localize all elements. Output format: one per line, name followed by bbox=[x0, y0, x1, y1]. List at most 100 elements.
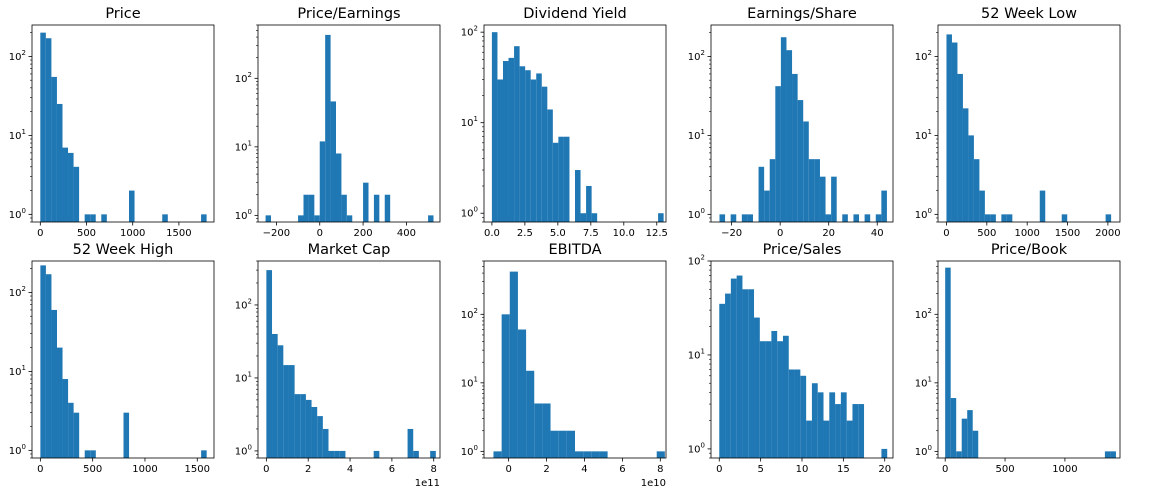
axes-frame bbox=[937, 24, 1121, 223]
histogram-bar bbox=[961, 418, 968, 458]
histogram-bar bbox=[336, 153, 342, 222]
histogram-bar bbox=[771, 330, 778, 458]
histogram-bar bbox=[586, 185, 592, 222]
histogram-bar bbox=[957, 73, 963, 222]
histogram-bar bbox=[1105, 214, 1112, 222]
y-tick-label: 100 bbox=[9, 207, 26, 221]
panel-title: 52 Week Low bbox=[981, 6, 1077, 22]
histogram-bar bbox=[201, 214, 207, 222]
histogram-bar bbox=[277, 345, 284, 458]
histogram-bar bbox=[842, 214, 848, 222]
histogram-bar bbox=[40, 265, 46, 458]
histogram-bar bbox=[881, 448, 888, 458]
histogram-panel: Dividend Yield 0.0 2.5 5.0 7.5 10.0 12.5 100 101… bbox=[461, 6, 668, 239]
x-offset-label: 1e10 bbox=[641, 478, 666, 489]
histogram-bar bbox=[73, 166, 80, 222]
y-tick-label: 100 bbox=[688, 207, 705, 221]
histogram-bar bbox=[575, 451, 584, 458]
histogram-bar bbox=[266, 270, 273, 458]
histogram-bar bbox=[303, 194, 309, 222]
histogram-bar bbox=[764, 190, 770, 222]
panel-title: Price/Book bbox=[991, 242, 1068, 258]
histogram-bar bbox=[51, 76, 57, 222]
histogram-bar bbox=[1006, 214, 1013, 222]
x-tick-label: 2 bbox=[543, 464, 549, 475]
histogram-bar bbox=[311, 406, 318, 458]
histogram-bar bbox=[341, 194, 347, 222]
y-tick-label: 100 bbox=[9, 443, 26, 457]
histogram-bar bbox=[777, 341, 783, 458]
histogram-bar bbox=[300, 394, 306, 458]
histogram-bar bbox=[502, 61, 509, 222]
x-tick-label: 4 bbox=[581, 464, 587, 475]
x-tick-label: 10.0 bbox=[613, 228, 635, 239]
histogram-bar bbox=[575, 170, 581, 222]
histogram-bar bbox=[283, 365, 289, 458]
axes-frame bbox=[937, 260, 1121, 459]
histogram-bar bbox=[314, 215, 320, 222]
x-tick-label: 15 bbox=[837, 464, 850, 475]
histogram-bar bbox=[90, 214, 96, 222]
histogram-bar bbox=[725, 293, 731, 458]
histogram-bar bbox=[814, 159, 820, 222]
histogram-bar bbox=[563, 136, 570, 222]
histogram-bar bbox=[806, 420, 812, 458]
histogram-bar bbox=[407, 428, 414, 458]
axes-frame bbox=[31, 24, 215, 223]
histogram-bar bbox=[550, 430, 559, 458]
histogram-bar bbox=[730, 278, 737, 458]
histogram-bar bbox=[583, 451, 592, 458]
histogram-bar bbox=[84, 450, 91, 458]
histogram-panel: 52 Week High 0 500 1000 1500 100 101 102 bbox=[9, 242, 215, 475]
histogram-bar bbox=[817, 392, 824, 458]
histogram-bar bbox=[972, 430, 979, 458]
y-tick-label: 100 bbox=[235, 443, 252, 457]
histogram-bar bbox=[501, 314, 510, 458]
histogram-bar bbox=[782, 335, 789, 458]
x-tick-label: 1000 bbox=[132, 464, 157, 475]
x-tick-label: 0 bbox=[716, 464, 722, 475]
panel-title: Dividend Yield bbox=[523, 6, 626, 22]
histogram-bar bbox=[68, 402, 74, 458]
y-tick-label: 101 bbox=[461, 375, 478, 389]
histogram-panel: EBITDA 0 2 4 6 8 100 101 102 1e10 bbox=[461, 242, 667, 489]
axes-frame bbox=[31, 260, 215, 459]
x-tick-label: 2 bbox=[305, 464, 311, 475]
y-tick-label: 102 bbox=[688, 49, 705, 63]
histogram-bar bbox=[1039, 190, 1046, 222]
histogram-bar bbox=[384, 194, 391, 222]
histogram-panel: Price 0 500 1000 1500 100 101 102 bbox=[9, 6, 215, 239]
panel-title: 52 Week High bbox=[73, 242, 174, 258]
x-tick-label: 500 bbox=[83, 464, 102, 475]
histogram-bar bbox=[1104, 451, 1111, 458]
x-tick-label: 20 bbox=[822, 228, 835, 239]
y-tick-label: 102 bbox=[688, 254, 705, 268]
x-tick-label: 0 bbox=[317, 228, 323, 239]
histogram-bar bbox=[56, 103, 63, 222]
histogram-bar bbox=[317, 416, 323, 458]
histogram-bar bbox=[288, 365, 295, 458]
histogram-bar bbox=[840, 392, 847, 458]
histogram-bar bbox=[68, 152, 74, 222]
histogram-bar bbox=[829, 392, 836, 458]
y-tick-label: 101 bbox=[688, 347, 705, 361]
x-offset-label: 1e11 bbox=[415, 478, 440, 489]
histogram-bar bbox=[792, 73, 798, 222]
axes-frame bbox=[257, 24, 441, 223]
histogram-bar bbox=[803, 121, 809, 222]
histogram-bar bbox=[373, 194, 380, 222]
histogram-bar bbox=[825, 214, 832, 222]
x-tick-label: 8 bbox=[431, 464, 437, 475]
y-tick-label: 101 bbox=[915, 128, 932, 142]
x-tick-label: 0 bbox=[942, 464, 948, 475]
histogram-bar bbox=[519, 66, 526, 222]
histogram-bar bbox=[794, 369, 801, 458]
histogram-bar bbox=[1001, 214, 1007, 222]
histogram-bar bbox=[84, 214, 91, 222]
histogram-bar bbox=[730, 214, 737, 222]
x-tick-label: 1500 bbox=[185, 464, 210, 475]
x-tick-label: 6 bbox=[619, 464, 625, 475]
histogram-bar bbox=[525, 70, 531, 223]
x-tick-label: 0 bbox=[37, 228, 43, 239]
